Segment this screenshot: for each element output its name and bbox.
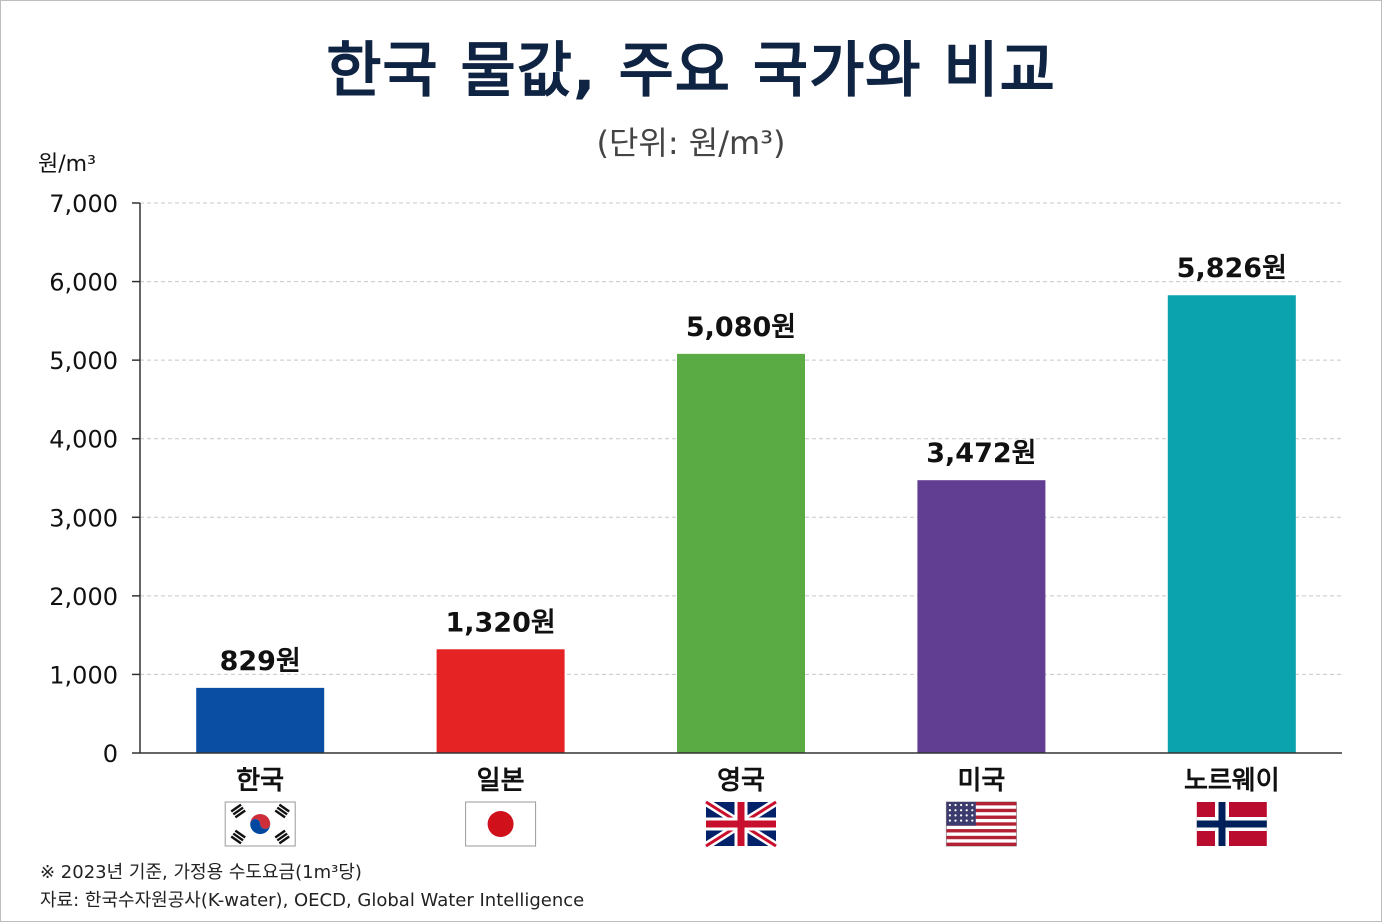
japan-flag [465, 801, 537, 847]
star [948, 803, 952, 807]
star [960, 809, 963, 812]
bar-1 [196, 687, 325, 753]
canton [946, 802, 976, 826]
data-label: 3,472원 [926, 438, 1036, 469]
star [965, 809, 968, 812]
taeguk-blue [250, 818, 271, 835]
source-note: 자료: 한국수자원공사(K-water), OECD, Global Water… [40, 890, 585, 911]
trigram-bar [274, 809, 286, 819]
data-label: 5,826원 [1177, 253, 1287, 284]
y-tick-label: 5,000 [49, 347, 118, 375]
trigram-bar [278, 835, 290, 845]
star [954, 819, 957, 822]
y-tick-label: 4,000 [49, 426, 118, 454]
stripe [946, 822, 1017, 826]
trigram-bar [234, 829, 246, 839]
trigram-bar [278, 803, 290, 813]
chart-title: 한국 물값, 주요 국가와 비교 [326, 36, 1056, 106]
category-label: 미국 [957, 766, 1005, 796]
data-label: 5,080원 [686, 312, 796, 343]
star [954, 814, 957, 817]
bar-3 [677, 353, 805, 753]
star [965, 819, 968, 822]
star [971, 814, 974, 817]
star [960, 803, 963, 807]
stripe [946, 808, 1017, 813]
y-tick-label: 0 [103, 740, 118, 768]
star [971, 809, 974, 812]
footnote: ※ 2023년 기준, 가정용 수도요금(1m³당) [40, 862, 362, 883]
cross-red [706, 820, 776, 828]
star [948, 809, 952, 812]
bar-5 [1167, 295, 1296, 753]
trigram-bar [230, 803, 242, 813]
trigram-bar [232, 806, 244, 816]
category-label: 영국 [717, 766, 765, 796]
usa-flag [945, 801, 1017, 847]
stripe [946, 802, 1017, 806]
hinomaru [487, 811, 514, 837]
stripe [946, 829, 1017, 833]
trigram-bar [274, 829, 286, 839]
star [965, 814, 968, 817]
star [948, 819, 952, 822]
star [954, 809, 957, 812]
y-tick-label: 2,000 [49, 583, 118, 611]
category-label: 노르웨이 [1184, 766, 1280, 796]
uk-flag [703, 798, 779, 850]
trigram-bar [276, 806, 288, 816]
category-label: 일본 [477, 766, 525, 796]
y-tick-label: 1,000 [49, 661, 118, 689]
norway-flag [1196, 802, 1267, 846]
y-tick-label: 6,000 [49, 269, 118, 297]
taeguk-red [250, 814, 271, 829]
cross-blue [1196, 820, 1267, 828]
chart-subtitle: (단위: 원/m³) [596, 124, 786, 162]
data-label: 829원 [220, 646, 301, 677]
bar-2 [436, 649, 565, 753]
y-axis-unit-label: 원/m³ [38, 152, 96, 177]
data-label: 1,320원 [445, 607, 555, 638]
star [954, 803, 957, 807]
stripe [946, 842, 1017, 846]
star [960, 814, 963, 817]
stripe [946, 815, 1017, 819]
bar-4 [917, 480, 1046, 753]
star [960, 819, 963, 822]
trigram-bar [230, 835, 242, 845]
trigram-bar [234, 809, 246, 819]
trigram-bar [276, 832, 288, 842]
category-label: 한국 [236, 766, 284, 796]
star [971, 819, 974, 822]
star [971, 803, 974, 807]
y-tick-label: 3,000 [49, 504, 118, 532]
star [948, 814, 952, 817]
stripe [946, 835, 1017, 840]
y-tick-label: 7,000 [49, 190, 118, 218]
south-korea-flag [224, 801, 296, 847]
trigram-bar [232, 832, 244, 842]
star [965, 803, 968, 807]
